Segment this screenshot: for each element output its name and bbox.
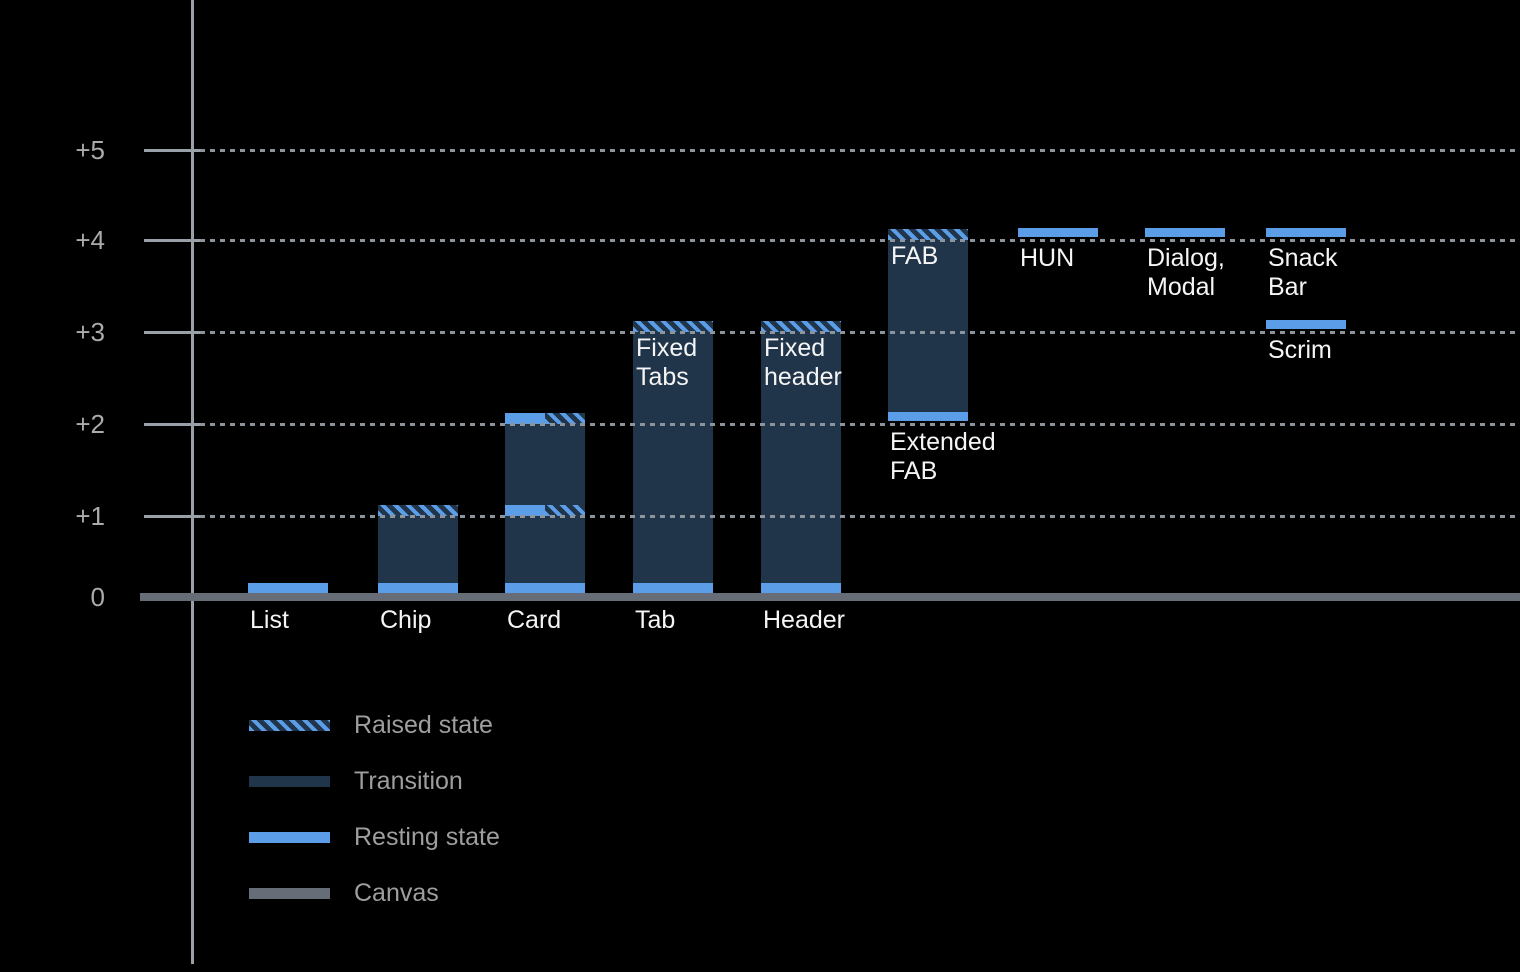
legend-label-raised: Raised state [354, 711, 493, 739]
y-axis-label-+2: +2 [75, 409, 105, 439]
legend-item-canvas: Canvas [249, 878, 500, 908]
legend-label-canvas: Canvas [354, 879, 439, 907]
bar-segment-resting-half [505, 505, 545, 516]
y-axis-label-+3: +3 [75, 317, 105, 347]
legend-item-resting: Resting state [249, 822, 500, 852]
legend: Raised state Transition Resting state Canva… [249, 710, 500, 934]
bar-axis-label-chip: Chip [380, 606, 432, 634]
legend-label-transition: Transition [354, 767, 463, 795]
bar-segment-transition [378, 516, 458, 593]
gridline-+1 [200, 515, 1520, 518]
y-tick-+4 [144, 239, 200, 242]
bar-inner-label-tab: Fixed Tabs [636, 334, 698, 391]
bar-segment-raised [633, 321, 713, 332]
legend-swatch-raised [249, 719, 330, 731]
legend-swatch-transition [249, 775, 330, 787]
y-tick-+2 [144, 423, 200, 426]
bar-axis-label-header: Header [763, 606, 845, 634]
bar-segment-resting [1145, 228, 1225, 237]
legend-item-transition: Transition [249, 766, 500, 796]
y-axis-label-+5: +5 [75, 135, 105, 165]
legend-swatch-canvas [249, 887, 330, 899]
bar-inner-label-header: Fixed header [764, 334, 842, 391]
legend-label-resting: Resting state [354, 823, 500, 851]
y-tick-+1 [144, 515, 200, 518]
bar-segment-resting-half [505, 413, 545, 424]
bar-segment-transition [633, 332, 713, 593]
y-axis-label-+4: +4 [75, 225, 105, 255]
bar-float-label-snackbar: Snack Bar [1268, 244, 1338, 301]
bar-float-label-dialog: Dialog, Modal [1147, 244, 1225, 301]
bar-inner-label-fab: FAB [891, 242, 939, 270]
bar-segment-resting [888, 412, 968, 421]
canvas-baseline [140, 593, 1520, 601]
bar-float-label-hun: HUN [1020, 244, 1075, 272]
bar-segment-transition [888, 240, 968, 421]
bar-segment-raised [888, 229, 968, 240]
bar-segment-transition [761, 332, 841, 593]
y-tick-+3 [144, 331, 200, 334]
y-axis-label-+1: +1 [75, 501, 105, 531]
bar-segment-raised-half [545, 413, 585, 424]
legend-item-raised: Raised state [249, 710, 500, 740]
bar-axis-label-card: Card [507, 606, 562, 634]
gridline-+4 [200, 239, 1520, 242]
bar-segment-resting [1018, 228, 1098, 237]
bar-segment-resting [1266, 228, 1346, 237]
bar-float-label-scrim: Scrim [1268, 336, 1332, 364]
bar-axis-label-list: List [250, 606, 289, 634]
bar-segment-raised-half [545, 505, 585, 516]
bar-segment-resting [761, 583, 841, 593]
bar-segment-resting [378, 583, 458, 593]
gridline-+2 [200, 423, 1520, 426]
bar-segment-raised [761, 321, 841, 332]
bar-segment-raised [378, 505, 458, 516]
y-tick-+5 [144, 149, 200, 152]
y-axis-line [191, 0, 194, 964]
gridline-+3 [200, 331, 1520, 334]
bar-segment-resting [633, 583, 713, 593]
gridline-+5 [200, 149, 1520, 152]
bar-axis-label-tab: Tab [635, 606, 676, 634]
bar-segment-resting [1266, 320, 1346, 329]
bar-float-label-fab: Extended FAB [890, 428, 996, 485]
y-axis-label-0: 0 [90, 582, 105, 612]
bar-segment-resting [505, 583, 585, 593]
bar-segment-resting [248, 583, 328, 593]
legend-swatch-resting [249, 831, 330, 843]
